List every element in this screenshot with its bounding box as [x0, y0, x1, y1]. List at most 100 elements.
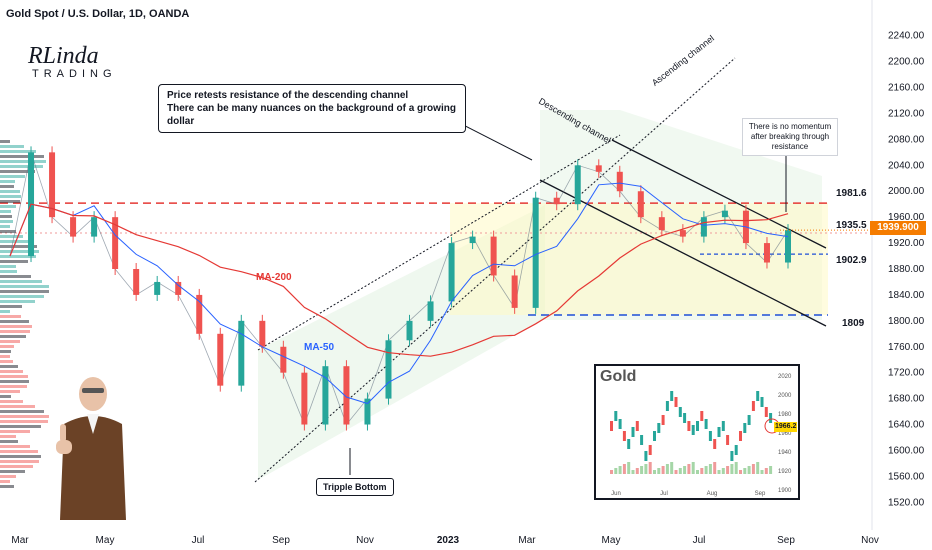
inset-volume-28	[730, 464, 734, 474]
volume-profile-bar-68	[0, 480, 10, 483]
y-tick-label-16: 1600.00	[888, 445, 925, 456]
inset-volume-3	[622, 464, 626, 474]
y-tick-label-2: 2160.00	[888, 83, 925, 94]
level-1935-label: 1935.5	[836, 220, 867, 231]
volume-profile-bar-47	[0, 375, 28, 378]
candle-body-11	[238, 320, 245, 386]
candle-body-24	[511, 275, 518, 308]
inset-volume-30	[739, 470, 742, 474]
inset-candle-24	[713, 439, 717, 449]
candle-body-13	[280, 346, 287, 373]
candle-body-3	[70, 217, 77, 237]
inset-candle-34	[756, 391, 760, 401]
inset-candle-36	[764, 407, 768, 417]
volume-profile-bar-45	[0, 365, 18, 368]
volume-profile-bar-43	[0, 355, 10, 358]
level-1902-label: 1902.9	[836, 255, 867, 266]
inset-y-label-3: 1960	[778, 431, 792, 437]
candle-body-9	[196, 294, 203, 334]
y-tick-label-6: 2000.00	[888, 186, 925, 197]
volume-profile-bar-0	[0, 140, 10, 143]
x-tick-label-9: Sep	[777, 535, 795, 546]
volume-profile-bar-17	[0, 225, 10, 228]
volume-profile-bar-69	[0, 485, 14, 488]
volume-profile-bar-28	[0, 280, 42, 283]
y-tick-label-0: 2240.00	[888, 31, 925, 42]
rlinda-logo: RLinda TRADING	[28, 44, 128, 88]
inset-volume-35	[760, 470, 764, 474]
inset-candle-2	[618, 419, 622, 429]
inset-y-label-5: 1920	[778, 469, 792, 475]
volume-profile-bar-26	[0, 270, 17, 273]
candle-body-34	[721, 210, 728, 218]
candle-body-12	[259, 320, 266, 347]
volume-profile-bar-22	[0, 250, 39, 253]
volume-profile-bar-3	[0, 155, 44, 158]
inset-candle-30	[739, 431, 742, 441]
volume-profile-bar-67	[0, 475, 16, 478]
inset-candle-3	[622, 431, 626, 441]
volume-profile-bar-65	[0, 465, 33, 468]
inset-volume-32	[747, 466, 751, 474]
volume-profile-bar-64	[0, 460, 39, 463]
volume-profile-bar-59	[0, 435, 16, 438]
candle-body-25	[532, 197, 539, 308]
x-tick-label-7: May	[602, 535, 621, 546]
inset-volume-14	[670, 462, 674, 474]
inset-candle-37	[769, 413, 773, 423]
inset-candle-1	[614, 411, 618, 421]
inset-title: Gold	[600, 368, 637, 385]
inset-volume-25	[717, 470, 721, 474]
x-tick-label-3: Sep	[272, 535, 290, 546]
inset-volume-6	[635, 468, 639, 474]
candle-body-18	[385, 340, 392, 399]
ma50-label: MA-50	[304, 342, 335, 353]
inset-candle-4	[627, 439, 631, 449]
inset-candle-9	[648, 445, 652, 455]
candle-body-21	[448, 243, 455, 302]
y-tick-label-18: 1520.00	[888, 497, 925, 508]
volume-profile-bar-37	[0, 325, 32, 328]
candle-body-20	[427, 301, 434, 321]
inset-volume-1	[614, 468, 618, 474]
candle-body-15	[322, 366, 329, 425]
price-series-line	[9, 150, 789, 426]
volume-profile-bar-62	[0, 450, 38, 453]
candle-body-2	[49, 152, 56, 218]
volume-profile-bar-8	[0, 180, 15, 183]
inset-candle-6	[635, 421, 639, 431]
volume-profile-bar-32	[0, 300, 35, 303]
x-tick-label-6: Mar	[518, 535, 536, 546]
callout-line-1: Price retests resistance of the descendi…	[167, 90, 409, 101]
y-tick-label-14: 1680.00	[888, 394, 925, 405]
candle-body-4	[91, 217, 98, 237]
inset-volume-11	[657, 468, 661, 474]
y-tick-label-5: 2040.00	[888, 160, 925, 171]
y-tick-label-11: 1800.00	[888, 316, 925, 327]
x-tick-label-8: Jul	[693, 535, 706, 546]
inset-price-tag: 1966.2	[774, 422, 798, 432]
inset-candle-8	[644, 451, 648, 461]
inset-volume-10	[653, 470, 656, 474]
volume-profile-bar-15	[0, 215, 12, 218]
inset-candle-12	[661, 415, 665, 425]
level-1981-label: 1981.6	[836, 188, 867, 199]
inset-candle-15	[674, 397, 678, 407]
inset-x-label-1: Jul	[660, 491, 668, 497]
y-tick-label-8: 1920.00	[888, 238, 925, 249]
volume-profile-bar-63	[0, 455, 41, 458]
inset-y-label-6: 1900	[778, 488, 792, 494]
inset-y-label-0: 2020	[778, 374, 792, 380]
inset-volume-22	[704, 466, 708, 474]
y-tick-label-1: 2200.00	[888, 57, 925, 68]
volume-profile-bar-52	[0, 400, 23, 403]
volume-profile-bar-19	[0, 235, 23, 238]
volume-profile-bar-53	[0, 405, 35, 408]
candle-body-37	[785, 230, 791, 263]
candle-body-32	[679, 230, 686, 237]
volume-profile-bar-42	[0, 350, 11, 353]
volume-profile-bar-29	[0, 285, 49, 288]
tripple-bottom-label: Tripple Bottom	[316, 478, 394, 496]
descending-channel-lower	[539, 179, 827, 327]
candle-body-31	[658, 217, 665, 231]
